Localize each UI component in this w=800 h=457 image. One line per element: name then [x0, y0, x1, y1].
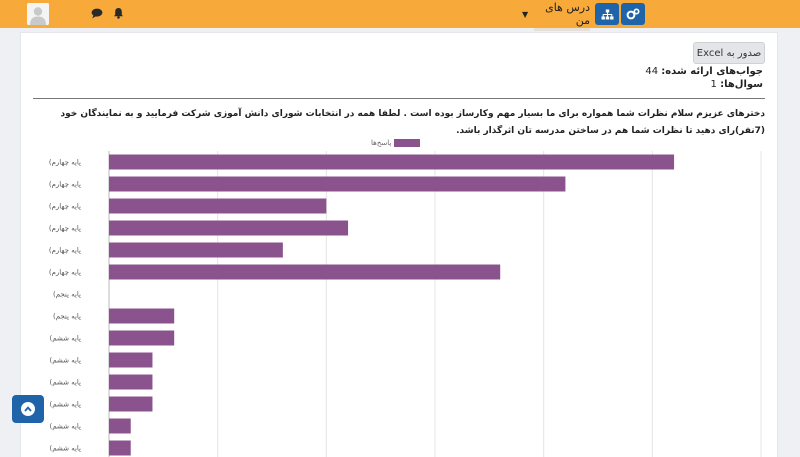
user-avatar[interactable] — [27, 3, 49, 25]
category-label: (پایه ششم — [49, 379, 81, 387]
category-label: (پایه چهارم — [49, 159, 81, 167]
divider — [33, 98, 765, 99]
bell-icon[interactable] — [110, 5, 126, 21]
category-label: (پایه ششم — [49, 401, 81, 409]
answers-label: جواب‌های ارائه شده: — [661, 66, 763, 77]
category-label: (پایه چهارم — [49, 225, 81, 233]
category-label: (پایه پنجم — [53, 313, 81, 321]
report-card: صدور به Excel جواب‌های ارائه شده: 44 سوا… — [20, 32, 778, 457]
caret-down-icon: ▼ — [522, 9, 529, 19]
bar[interactable] — [109, 198, 327, 214]
bar[interactable] — [109, 396, 153, 412]
chart-legend: پاسخ‌ها — [371, 137, 421, 149]
questions-value: 1 — [710, 79, 717, 90]
bar[interactable] — [109, 176, 566, 192]
category-label: (پایه ششم — [49, 357, 81, 365]
category-label: (پایه ششم — [49, 445, 81, 453]
my-courses-label: درس های من — [545, 1, 590, 27]
bar[interactable] — [109, 440, 131, 456]
category-label: (پایه پنجم — [53, 291, 81, 299]
bar[interactable] — [109, 374, 153, 390]
bar[interactable] — [109, 352, 153, 368]
bar[interactable] — [109, 154, 675, 170]
questions-count: سوال‌ها: 1 — [711, 79, 763, 90]
my-courses-menu[interactable]: درس های من ▼ — [522, 0, 590, 28]
category-label: (پایه ششم — [49, 423, 81, 431]
user-avatar-icon — [27, 3, 49, 25]
cogs-icon — [626, 8, 640, 20]
bar[interactable] — [109, 418, 131, 434]
category-label: (پایه چهارم — [49, 203, 81, 211]
menu-underline — [534, 28, 590, 31]
category-label: (پایه چهارم — [49, 269, 81, 277]
chevron-up-icon — [21, 402, 35, 416]
answers-value: 44 — [645, 66, 659, 77]
bar[interactable] — [109, 242, 283, 258]
chat-icon[interactable] — [89, 5, 105, 21]
bar[interactable] — [109, 330, 175, 346]
category-label: (پایه ششم — [49, 335, 81, 343]
legend-swatch — [394, 139, 421, 147]
responses-bar-chart: (پایه چهارم (پایه چهارم (پایه چهارم (پایه چ… — [49, 151, 762, 457]
bar[interactable] — [109, 220, 349, 236]
top-navbar: درس های من ▼ — [0, 0, 800, 28]
scroll-to-top-button[interactable] — [12, 395, 44, 423]
questions-label: سوال‌ها: — [720, 79, 763, 90]
bar[interactable] — [109, 264, 501, 280]
legend-label: پاسخ‌ها — [371, 139, 392, 147]
question-text: دخترهای عزیزم سلام نظرات شما همواره برای… — [60, 109, 766, 136]
sitemap-icon — [601, 9, 613, 19]
category-label: (پایه چهارم — [49, 181, 81, 189]
export-excel-button[interactable]: صدور به Excel — [693, 42, 765, 64]
bar[interactable] — [109, 308, 175, 324]
answers-count: جواب‌های ارائه شده: 44 — [645, 66, 763, 77]
sitemap-button[interactable] — [595, 3, 619, 25]
cogs-button[interactable] — [621, 3, 645, 25]
category-label: (پایه چهارم — [49, 247, 81, 255]
